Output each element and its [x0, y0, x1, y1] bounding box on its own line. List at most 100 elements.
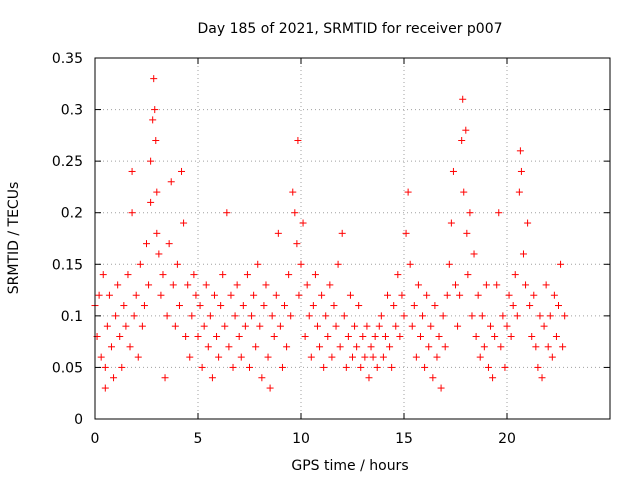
data-point: [186, 353, 194, 361]
data-point: [548, 353, 556, 361]
data-point: [550, 291, 558, 299]
data-point: [388, 363, 396, 371]
data-point: [171, 322, 179, 330]
data-point: [248, 312, 256, 320]
data-point: [505, 291, 513, 299]
data-point: [381, 332, 389, 340]
data-point: [167, 178, 175, 186]
data-point: [264, 353, 272, 361]
data-point: [149, 116, 157, 124]
data-point: [239, 302, 247, 310]
data-point: [250, 291, 258, 299]
x-tick-label: 10: [292, 431, 310, 447]
data-point: [441, 343, 449, 351]
data-point: [229, 363, 237, 371]
data-point: [528, 332, 536, 340]
data-point: [398, 291, 406, 299]
data-point: [342, 363, 350, 371]
data-point: [544, 343, 552, 351]
data-point: [427, 322, 435, 330]
data-point: [132, 291, 140, 299]
data-point: [447, 219, 455, 227]
data-point: [431, 302, 439, 310]
data-point: [542, 281, 550, 289]
data-point: [223, 209, 231, 217]
data-point: [458, 137, 466, 145]
data-point: [390, 302, 398, 310]
data-point: [163, 312, 171, 320]
chart-title: Day 185 of 2021, SRMTID for receiver p00…: [197, 21, 502, 37]
data-point: [412, 353, 420, 361]
data-point: [200, 322, 208, 330]
data-point: [274, 229, 282, 237]
data-point: [107, 343, 115, 351]
y-axis-label: SRMTID / TECUs: [6, 182, 22, 295]
data-point: [243, 271, 251, 279]
y-tick-label: 0.05: [52, 360, 83, 376]
data-point: [377, 312, 385, 320]
data-point: [379, 353, 387, 361]
data-point: [532, 343, 540, 351]
data-point: [318, 291, 326, 299]
data-point: [208, 374, 216, 382]
data-point: [404, 188, 412, 196]
data-point: [180, 219, 188, 227]
data-point: [202, 281, 210, 289]
data-point: [414, 281, 422, 289]
axis-ticks: 0 0.05 0.1 0.15 0.2 0.25 0.3 0.35 0 5 10 15 20: [52, 51, 610, 447]
data-point: [491, 332, 499, 340]
data-point: [452, 281, 459, 289]
data-point: [456, 291, 464, 299]
data-point: [459, 95, 467, 103]
data-point: [114, 281, 122, 289]
data-point: [311, 271, 319, 279]
data-point: [270, 332, 278, 340]
y-tick-label: 0.25: [52, 154, 83, 170]
data-point: [188, 312, 196, 320]
data-point: [192, 291, 200, 299]
data-point: [155, 250, 163, 258]
data-point: [258, 374, 266, 382]
data-point: [386, 343, 394, 351]
data-point: [262, 281, 270, 289]
data-point: [110, 374, 118, 382]
data-point: [128, 167, 136, 175]
data-point: [157, 291, 165, 299]
data-point: [227, 291, 235, 299]
data-point: [524, 219, 532, 227]
data-point: [287, 312, 295, 320]
data-point: [334, 260, 342, 268]
data-point: [309, 302, 317, 310]
data-point: [530, 291, 538, 299]
data-point: [152, 137, 160, 145]
data-point: [495, 209, 503, 217]
data-point: [204, 343, 212, 351]
data-point: [260, 302, 268, 310]
data-point: [561, 312, 569, 320]
data-point: [439, 312, 447, 320]
data-point: [400, 312, 408, 320]
data-point: [429, 374, 437, 382]
data-point: [283, 343, 291, 351]
data-point: [507, 332, 515, 340]
data-point: [497, 343, 505, 351]
data-point: [552, 332, 560, 340]
data-point: [559, 343, 567, 351]
data-point: [463, 229, 471, 237]
data-point: [517, 167, 525, 175]
data-point: [278, 363, 286, 371]
data-point: [519, 250, 527, 258]
data-point: [344, 332, 352, 340]
data-point: [421, 363, 429, 371]
data-point: [493, 281, 501, 289]
data-point: [272, 291, 280, 299]
data-point: [499, 312, 507, 320]
data-point: [555, 302, 562, 310]
data-point: [184, 281, 192, 289]
data-point: [112, 312, 120, 320]
data-point: [410, 302, 418, 310]
data-point: [367, 343, 375, 351]
data-point: [513, 312, 521, 320]
data-point: [231, 312, 239, 320]
